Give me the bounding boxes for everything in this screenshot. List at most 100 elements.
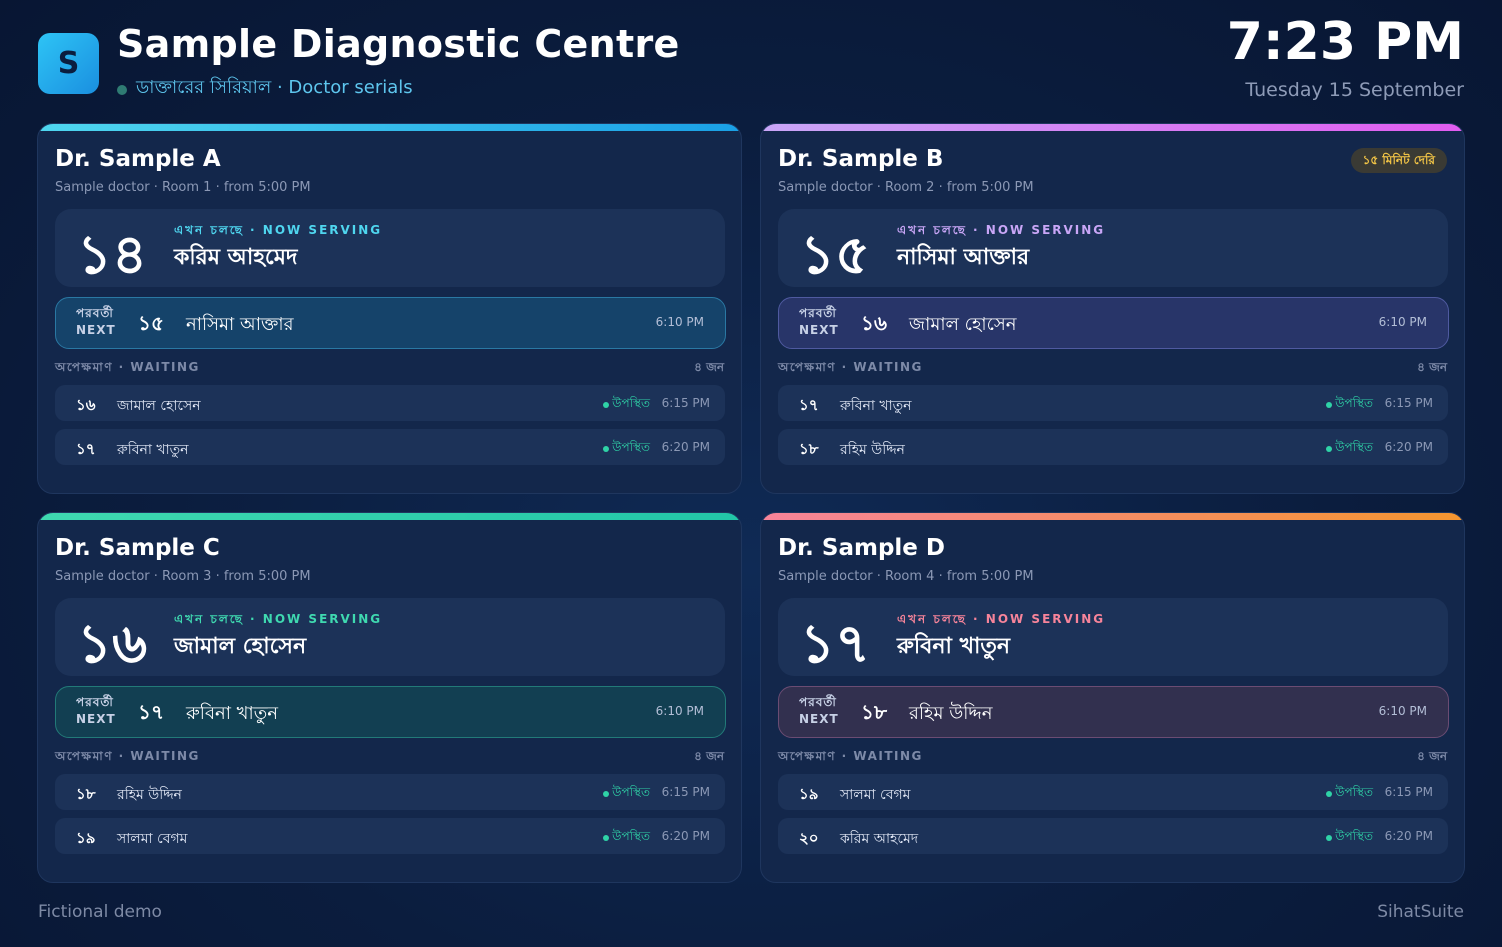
present-status: উপস্থিত <box>603 784 650 804</box>
now-serving-name: নাসিমা আক্তার <box>897 245 1030 270</box>
waiting-name: রুবিনা খাতুন <box>117 442 189 458</box>
present-dot-icon <box>1326 446 1333 452</box>
waiting-number: ২০ <box>799 829 819 847</box>
subtitle-text: ডাক্তারের সিরিয়াল · Doctor serials <box>136 77 413 98</box>
waiting-label: অপেক্ষমাণ · WAITING <box>778 749 923 763</box>
waiting-number: ১৬ <box>76 396 96 414</box>
next-label-en: NEXT <box>76 712 116 726</box>
next-label: পরবর্তী NEXT <box>799 305 839 339</box>
waiting-name: সালমা বেগম <box>840 787 911 803</box>
present-text: উপস্থিত <box>612 829 650 843</box>
waiting-time: 6:15 PM <box>1384 785 1433 799</box>
next-time: 6:10 PM <box>655 704 704 718</box>
doctor-card: Dr. Sample A Sample doctor · Room 1 · fr… <box>37 123 742 494</box>
waiting-name: রহিম উদ্দিন <box>840 442 905 458</box>
waiting-number: ১৯ <box>799 785 819 803</box>
present-dot-icon <box>1326 791 1333 797</box>
doctor-meta: Sample doctor · Room 3 · from 5:00 PM <box>55 569 311 584</box>
waiting-number: ১৭ <box>76 440 96 458</box>
present-dot-icon <box>603 402 610 408</box>
next-number: ১৭ <box>138 700 164 724</box>
now-serving-panel: ১৭ এখন চলছে · NOW SERVING রুবিনা খাতুন <box>778 598 1448 676</box>
waiting-count: ৪ জন <box>694 360 724 374</box>
next-label: পরবর্তী NEXT <box>76 305 116 339</box>
present-text: উপস্থিত <box>612 396 650 410</box>
now-serving-panel: ১৬ এখন চলছে · NOW SERVING জামাল হোসেন <box>55 598 725 676</box>
now-serving-name: করিম আহমেদ <box>174 245 298 270</box>
next-name: রুবিনা খাতুন <box>186 703 278 724</box>
delay-badge: ১৫ মিনিট দেরি <box>1350 148 1447 173</box>
app-logo: S <box>38 33 99 94</box>
waiting-number: ১৯ <box>76 829 96 847</box>
list-item: ১৮ রহিম উদ্দিন উপস্থিত 6:20 PM <box>778 429 1448 465</box>
present-text: উপস্থিত <box>1335 396 1373 410</box>
waiting-number: ১৮ <box>76 785 96 803</box>
waiting-label: অপেক্ষমাণ · WAITING <box>778 360 923 374</box>
present-text: উপস্থিত <box>612 440 650 454</box>
next-label-en: NEXT <box>799 712 839 726</box>
next-name: জামাল হোসেন <box>909 314 1017 335</box>
now-serving-number: ১৪ <box>77 223 148 286</box>
page-subtitle: ডাক্তারের সিরিয়াল · Doctor serials <box>117 73 413 104</box>
doctor-card: Dr. Sample D Sample doctor · Room 4 · fr… <box>760 512 1465 883</box>
now-serving-number: ১৬ <box>77 612 148 675</box>
waiting-time: 6:15 PM <box>1384 396 1433 410</box>
present-status: উপস্থিত <box>1326 395 1373 415</box>
waiting-time: 6:15 PM <box>661 396 710 410</box>
now-serving-label: এখন চলছে · NOW SERVING <box>897 223 1106 237</box>
next-time: 6:10 PM <box>1378 704 1427 718</box>
next-label-bn: পরবর্তী <box>76 695 114 709</box>
next-name: রহিম উদ্দিন <box>909 703 993 724</box>
card-accent-bar <box>761 124 1464 131</box>
present-status: উপস্থিত <box>1326 828 1373 848</box>
waiting-name: সালমা বেগম <box>117 831 188 847</box>
now-serving-label: এখন চলছে · NOW SERVING <box>897 612 1106 626</box>
list-item: ১৮ রহিম উদ্দিন উপস্থিত 6:15 PM <box>55 774 725 810</box>
list-item: ১৯ সালমা বেগম উপস্থিত 6:20 PM <box>55 818 725 854</box>
waiting-number: ১৮ <box>799 440 819 458</box>
list-item: ১৭ রুবিনা খাতুন উপস্থিত 6:15 PM <box>778 385 1448 421</box>
doctor-meta: Sample doctor · Room 2 · from 5:00 PM <box>778 180 1034 195</box>
live-indicator-dot-icon <box>117 84 127 95</box>
next-time: 6:10 PM <box>655 315 704 329</box>
next-label-bn: পরবর্তী <box>799 306 837 320</box>
next-patient-row: পরবর্তী NEXT ১৫ নাসিমা আক্তার 6:10 PM <box>55 297 726 349</box>
waiting-time: 6:20 PM <box>1384 440 1433 454</box>
list-item: ১৬ জামাল হোসেন উপস্থিত 6:15 PM <box>55 385 725 421</box>
footer-note: Fictional demo <box>38 902 162 922</box>
waiting-name: করিম আহমেদ <box>840 831 919 847</box>
waiting-count: ৪ জন <box>1417 749 1447 763</box>
list-item: ১৯ সালমা বেগম উপস্থিত 6:15 PM <box>778 774 1448 810</box>
next-label-bn: পরবর্তী <box>799 695 837 709</box>
present-dot-icon <box>1326 402 1333 408</box>
waiting-count: ৪ জন <box>1417 360 1447 374</box>
now-serving-label: এখন চলছে · NOW SERVING <box>174 612 383 626</box>
waiting-name: রহিম উদ্দিন <box>117 787 182 803</box>
card-accent-bar <box>761 513 1464 520</box>
page-title: Sample Diagnostic Centre <box>117 22 680 66</box>
next-patient-row: পরবর্তী NEXT ১৬ জামাল হোসেন 6:10 PM <box>778 297 1449 349</box>
now-serving-name: জামাল হোসেন <box>174 634 307 659</box>
list-item: ২০ করিম আহমেদ উপস্থিত 6:20 PM <box>778 818 1448 854</box>
present-text: উপস্থিত <box>612 785 650 799</box>
present-dot-icon <box>603 791 610 797</box>
doctor-card: Dr. Sample B Sample doctor · Room 2 · fr… <box>760 123 1465 494</box>
card-accent-bar <box>38 513 741 520</box>
next-label: পরবর্তী NEXT <box>76 694 116 728</box>
next-label: পরবর্তী NEXT <box>799 694 839 728</box>
present-status: উপস্থিত <box>1326 784 1373 804</box>
waiting-label: অপেক্ষমাণ · WAITING <box>55 749 200 763</box>
present-status: উপস্থিত <box>1326 439 1373 459</box>
now-serving-panel: ১৫ এখন চলছে · NOW SERVING নাসিমা আক্তার <box>778 209 1448 287</box>
present-dot-icon <box>1326 835 1333 841</box>
present-status: উপস্থিত <box>603 395 650 415</box>
doctor-name: Dr. Sample A <box>55 146 221 172</box>
now-serving-number: ১৭ <box>800 612 871 675</box>
waiting-name: জামাল হোসেন <box>117 398 201 414</box>
now-serving-panel: ১৪ এখন চলছে · NOW SERVING করিম আহমেদ <box>55 209 725 287</box>
next-patient-row: পরবর্তী NEXT ১৭ রুবিনা খাতুন 6:10 PM <box>55 686 726 738</box>
clock-date: Tuesday 15 September <box>1245 79 1464 101</box>
card-accent-bar <box>38 124 741 131</box>
now-serving-name: রুবিনা খাতুন <box>897 634 1011 659</box>
footer-brand: SihatSuite <box>1377 902 1464 922</box>
